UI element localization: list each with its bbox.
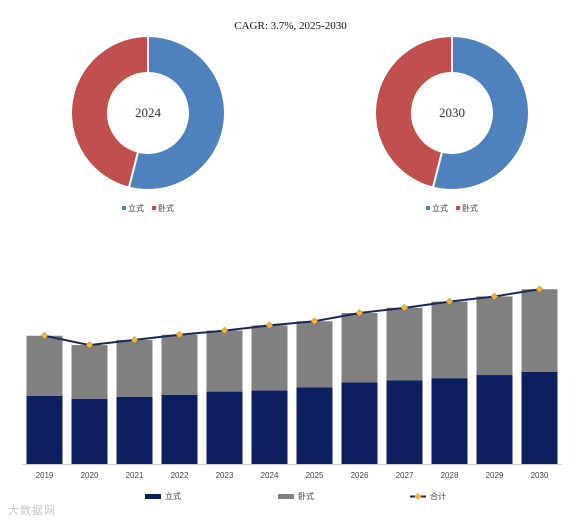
bar-segment-vertical: [431, 378, 468, 464]
donut-chart-2030: 2030 立式 卧式: [374, 34, 530, 213]
legend-swatch: [145, 494, 161, 499]
bar-segment-vertical: [341, 382, 378, 464]
total-line: [44, 288, 540, 347]
legend-label: 立式: [128, 203, 144, 213]
donut-legend: 立式 卧式: [122, 203, 174, 213]
chart-title: CAGR: 3.7%, 2025-2030: [234, 20, 347, 32]
legend-label: 卧式: [158, 203, 174, 213]
x-tick-label: 2029: [486, 471, 504, 480]
legend-label: 立式: [165, 491, 181, 501]
x-tick-label: 2028: [441, 471, 459, 480]
x-tick-label: 2024: [261, 471, 279, 480]
legend-label: 合计: [430, 491, 446, 501]
legend-swatch: [278, 494, 294, 499]
legend-marker: [414, 493, 422, 500]
bar-segment-horizontal: [386, 307, 423, 381]
bar-segment-vertical: [386, 380, 423, 464]
bar-legend: 立式 卧式 合计: [145, 491, 446, 501]
bar-segment-horizontal: [206, 330, 243, 392]
total-marker: [535, 285, 544, 294]
legend-swatch: [122, 206, 126, 210]
x-tick-label: 2019: [36, 471, 54, 480]
total-marker: [130, 336, 139, 344]
bar-segment-horizontal: [476, 296, 513, 376]
x-tick-label: 2023: [216, 471, 234, 480]
legend-swatch: [152, 206, 156, 210]
bar-segment-vertical: [521, 371, 558, 464]
donut-center-label: 2024: [135, 105, 162, 120]
donut-center-label: 2030: [439, 105, 465, 120]
total-marker: [85, 341, 94, 349]
bar-segment-horizontal: [161, 334, 198, 395]
watermark: 大数据网: [8, 504, 56, 517]
legend-label: 立式: [432, 203, 448, 213]
x-tick-label: 2022: [171, 471, 189, 480]
legend-swatch: [456, 206, 460, 210]
bar-segment-vertical: [476, 375, 513, 464]
bar-segment-vertical: [26, 395, 63, 464]
donut-slice-vertical: [127, 34, 226, 191]
bar-segment-horizontal: [251, 325, 288, 391]
bar-segment-horizontal: [521, 289, 558, 372]
total-marker: [400, 303, 409, 312]
donut-slice-horizontal: [374, 34, 453, 189]
bar-segment-vertical: [206, 391, 243, 464]
x-tick-label: 2021: [126, 471, 144, 480]
bar-segment-horizontal: [71, 345, 108, 399]
stacked-bar-chart: 2019 2020 2021 2022 2023 2024 2025 2026 2027 2028…: [22, 285, 562, 501]
total-marker: [175, 330, 184, 339]
bar-segment-horizontal: [341, 312, 378, 383]
bar-segment-horizontal: [26, 335, 63, 396]
legend-swatch: [426, 206, 430, 210]
total-marker: [40, 331, 49, 340]
total-marker: [355, 309, 364, 317]
total-marker: [445, 297, 454, 306]
x-tick-label: 2027: [396, 471, 414, 480]
legend-label: 卧式: [462, 203, 478, 213]
total-marker: [490, 292, 499, 301]
total-marker: [265, 321, 274, 330]
total-marker: [220, 326, 229, 335]
bar-segment-vertical: [296, 387, 333, 464]
donut-chart-2024: 2024 立式 卧式: [70, 34, 226, 213]
bar-segment-horizontal: [116, 339, 153, 397]
bar-segment-vertical: [161, 394, 198, 464]
bar-segment-horizontal: [296, 321, 333, 388]
donut-legend: 立式 卧式: [426, 203, 478, 213]
x-tick-label: 2030: [531, 471, 549, 480]
legend-label: 卧式: [298, 491, 314, 501]
total-marker: [310, 317, 319, 326]
donut-slice-vertical: [431, 34, 530, 191]
x-tick-label: 2025: [306, 471, 324, 480]
bar-segment-vertical: [71, 398, 108, 464]
bar-segment-vertical: [251, 390, 288, 464]
donut-slice-horizontal: [70, 34, 149, 189]
bar-segment-horizontal: [431, 301, 468, 379]
x-tick-label: 2020: [81, 471, 99, 480]
x-tick-label: 2026: [351, 471, 369, 480]
bar-segment-vertical: [116, 396, 153, 464]
